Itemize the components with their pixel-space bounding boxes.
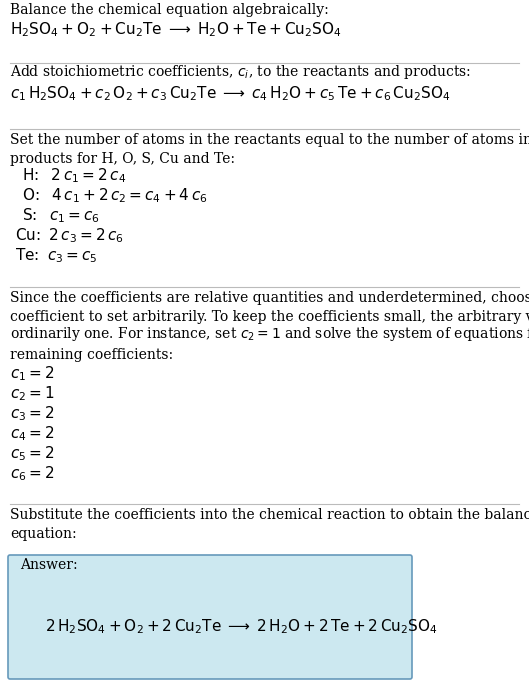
Text: Since the coefficients are relative quantities and underdetermined, choose a: Since the coefficients are relative quan… (10, 291, 529, 305)
Text: $c_6 = 2$: $c_6 = 2$ (10, 464, 54, 483)
Text: coefficient to set arbitrarily. To keep the coefficients small, the arbitrary va: coefficient to set arbitrarily. To keep … (10, 310, 529, 324)
Text: $\mathrm{Cu}\text{:}\;\; 2\,c_3 = 2\,c_6$: $\mathrm{Cu}\text{:}\;\; 2\,c_3 = 2\,c_6… (15, 226, 124, 245)
Text: $\mathrm{O}\text{:}\;\;\; 4\,c_1 + 2\,c_2 = c_4 + 4\,c_6$: $\mathrm{O}\text{:}\;\;\; 4\,c_1 + 2\,c_… (22, 186, 207, 205)
Text: Answer:: Answer: (20, 558, 78, 572)
Text: ordinarily one. For instance, set $c_2 = 1$ and solve the system of equations fo: ordinarily one. For instance, set $c_2 =… (10, 325, 529, 343)
Text: remaining coefficients:: remaining coefficients: (10, 348, 173, 362)
Text: $c_5 = 2$: $c_5 = 2$ (10, 444, 54, 463)
FancyBboxPatch shape (8, 555, 412, 679)
Text: equation:: equation: (10, 527, 77, 541)
Text: $2\,\mathrm{H_2SO_4} + \mathrm{O_2} + 2\,\mathrm{Cu_2Te} \;\longrightarrow\; 2\,: $2\,\mathrm{H_2SO_4} + \mathrm{O_2} + 2\… (45, 618, 438, 636)
Text: $c_4 = 2$: $c_4 = 2$ (10, 425, 54, 443)
Text: Substitute the coefficients into the chemical reaction to obtain the balanced: Substitute the coefficients into the che… (10, 508, 529, 522)
Text: $\mathrm{Te}\text{:}\;\; c_3 = c_5$: $\mathrm{Te}\text{:}\;\; c_3 = c_5$ (15, 247, 97, 265)
Text: $c_1 = 2$: $c_1 = 2$ (10, 364, 54, 383)
Text: products for H, O, S, Cu and Te:: products for H, O, S, Cu and Te: (10, 152, 235, 166)
Text: $c_2 = 1$: $c_2 = 1$ (10, 384, 54, 403)
Text: Add stoichiometric coefficients, $c_i$, to the reactants and products:: Add stoichiometric coefficients, $c_i$, … (10, 63, 471, 81)
Text: Set the number of atoms in the reactants equal to the number of atoms in the: Set the number of atoms in the reactants… (10, 133, 529, 147)
Text: $\mathrm{H_2SO_4 + O_2 + Cu_2Te \;\longrightarrow\; H_2O + Te + Cu_2SO_4}$: $\mathrm{H_2SO_4 + O_2 + Cu_2Te \;\longr… (10, 21, 342, 39)
Text: $\mathrm{H}\text{:}\;\;\; 2\,c_1 = 2\,c_4$: $\mathrm{H}\text{:}\;\;\; 2\,c_1 = 2\,c_… (22, 166, 126, 185)
Text: $c_3 = 2$: $c_3 = 2$ (10, 405, 54, 423)
Text: $c_1\,\mathrm{H_2SO_4} + c_2\,\mathrm{O_2} + c_3\,\mathrm{Cu_2Te} \;\longrightar: $c_1\,\mathrm{H_2SO_4} + c_2\,\mathrm{O_… (10, 85, 451, 103)
Text: $\mathrm{S}\text{:}\;\;\; c_1 = c_6$: $\mathrm{S}\text{:}\;\;\; c_1 = c_6$ (22, 206, 100, 225)
Text: Balance the chemical equation algebraically:: Balance the chemical equation algebraica… (10, 3, 329, 17)
